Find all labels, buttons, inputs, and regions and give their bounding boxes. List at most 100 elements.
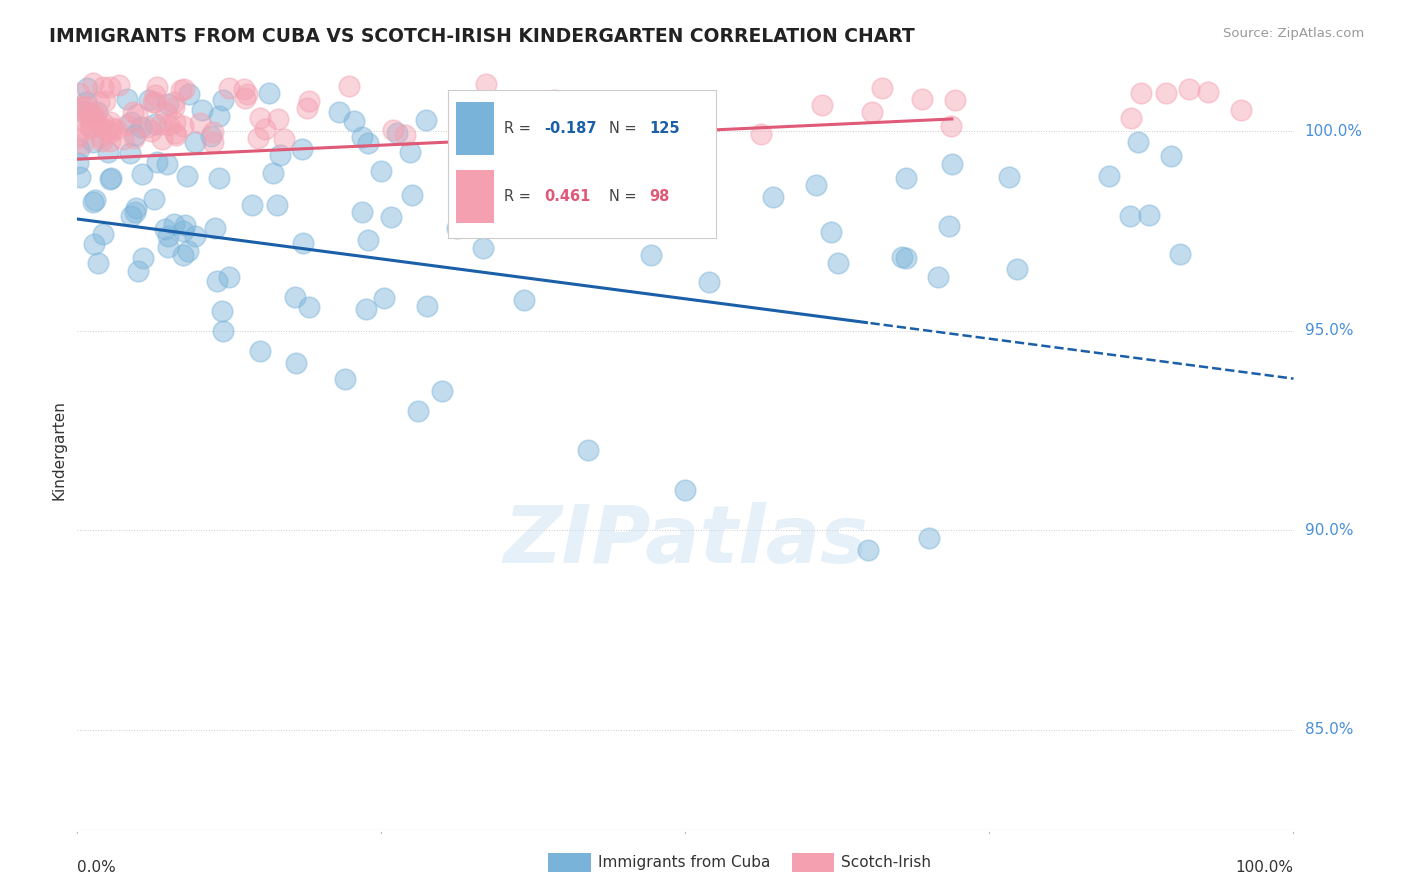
Point [285, 356, 308, 370]
Point [143, 88, 166, 103]
Point [90, 134, 112, 148]
Text: 100.0%: 100.0% [1305, 124, 1362, 139]
Point [163, 100, 186, 114]
Point [398, 145, 420, 160]
Point [576, 443, 599, 458]
Point [520, 106, 543, 120]
Point [141, 124, 163, 138]
Point [1160, 149, 1182, 163]
Point [90, 130, 112, 145]
Point [75, 108, 97, 122]
Point [242, 198, 264, 212]
Point [1137, 208, 1160, 222]
Point [513, 293, 536, 308]
Point [100, 125, 122, 139]
Point [471, 241, 494, 255]
Point [207, 171, 229, 186]
Point [108, 78, 131, 92]
Point [860, 105, 883, 120]
Point [665, 169, 688, 184]
Text: Source: ZipAtlas.com: Source: ZipAtlas.com [1223, 27, 1364, 40]
Point [1130, 87, 1153, 101]
Point [337, 78, 360, 93]
Point [451, 115, 474, 129]
Point [149, 117, 172, 131]
Point [350, 204, 373, 219]
Point [79, 120, 101, 134]
Point [249, 343, 271, 358]
Point [541, 158, 564, 172]
Point [406, 403, 429, 417]
Point [100, 79, 122, 94]
Point [266, 197, 288, 211]
Point [76, 81, 98, 95]
Point [918, 531, 941, 545]
Text: 85.0%: 85.0% [1305, 723, 1353, 738]
Point [174, 218, 197, 232]
Point [69, 128, 91, 142]
Point [83, 193, 105, 207]
Point [82, 112, 104, 127]
Point [697, 275, 720, 289]
Point [105, 121, 128, 136]
Point [284, 290, 307, 304]
Point [688, 170, 710, 185]
Point [911, 93, 934, 107]
Point [810, 98, 832, 112]
Point [138, 93, 160, 107]
Point [82, 105, 104, 120]
Point [125, 106, 148, 120]
Point [145, 80, 167, 95]
Point [665, 114, 688, 128]
Point [183, 135, 205, 149]
Point [457, 163, 479, 178]
Point [98, 172, 121, 186]
Point [655, 208, 678, 222]
Point [350, 130, 373, 145]
Point [70, 103, 93, 118]
Point [120, 115, 142, 129]
Point [170, 83, 193, 97]
Point [83, 237, 105, 252]
Point [188, 116, 211, 130]
Point [354, 301, 377, 316]
Text: 90.0%: 90.0% [1305, 523, 1353, 538]
Point [415, 113, 437, 128]
Point [650, 129, 672, 144]
Point [998, 169, 1021, 184]
Point [266, 112, 288, 126]
Point [357, 136, 380, 151]
Point [543, 93, 565, 107]
Point [233, 81, 256, 95]
Point [121, 105, 143, 120]
Point [262, 165, 284, 179]
Point [762, 190, 785, 204]
Point [1197, 85, 1219, 99]
Point [163, 115, 186, 129]
Point [380, 210, 402, 224]
Point [273, 132, 295, 146]
Point [218, 270, 240, 285]
Point [124, 128, 146, 142]
Point [609, 98, 631, 112]
Point [132, 252, 155, 266]
Point [201, 135, 224, 149]
Point [157, 97, 180, 112]
Point [208, 109, 231, 123]
Point [212, 324, 235, 338]
Point [416, 300, 439, 314]
Point [73, 114, 96, 128]
Point [184, 228, 207, 243]
Point [373, 291, 395, 305]
Point [153, 221, 176, 235]
Point [67, 156, 90, 170]
Point [387, 126, 409, 140]
Point [157, 229, 180, 244]
Point [218, 81, 240, 95]
Point [67, 86, 90, 100]
Point [205, 274, 228, 288]
Point [627, 103, 650, 117]
Point [124, 205, 146, 219]
Point [211, 93, 233, 107]
Point [233, 91, 256, 105]
